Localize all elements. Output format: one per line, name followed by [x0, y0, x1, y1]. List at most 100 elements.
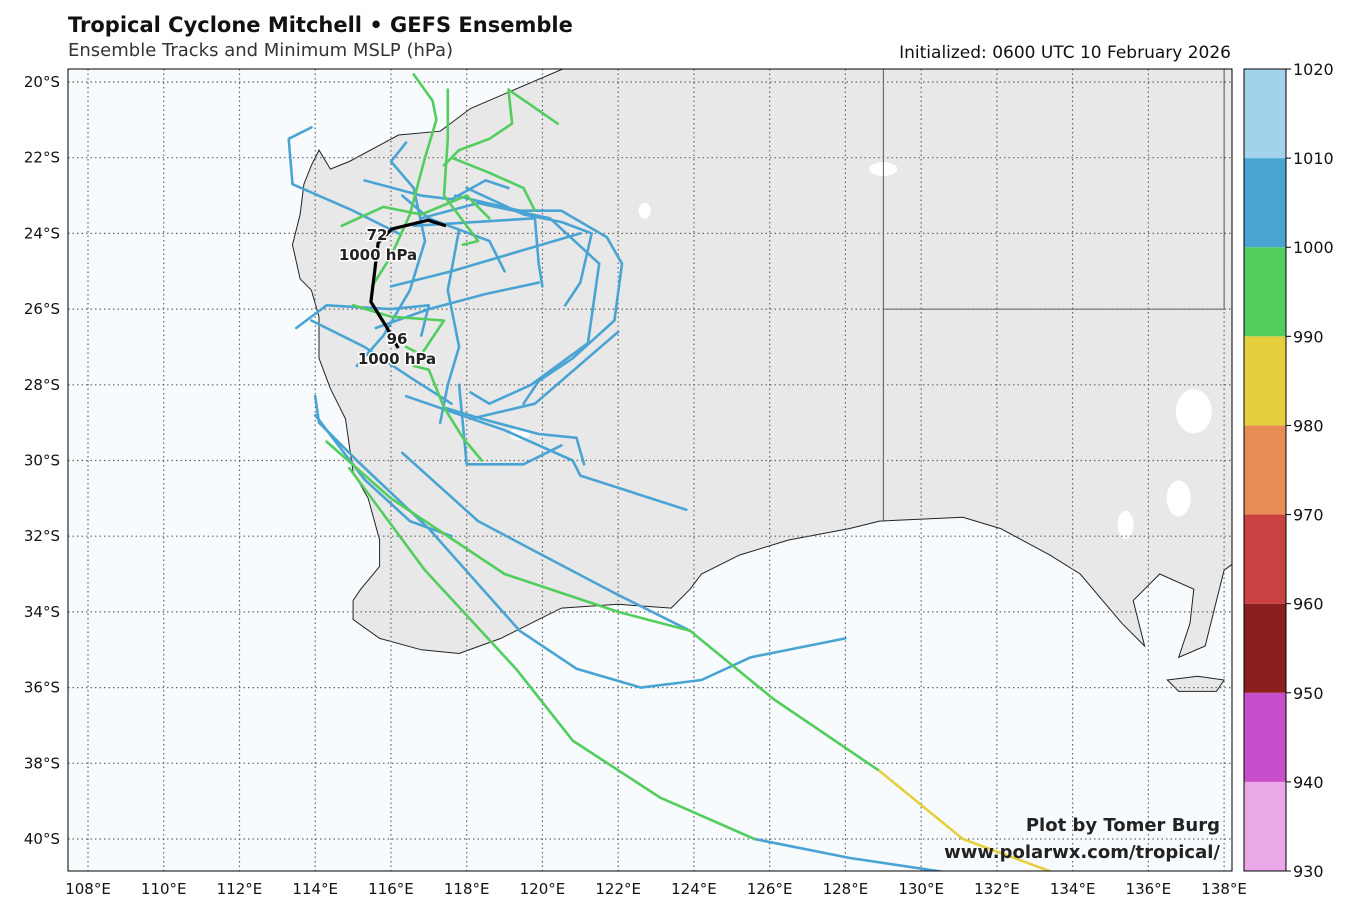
- lon-tick-label: 136°E: [1126, 880, 1172, 898]
- state-borders: [882, 69, 1225, 522]
- colorbar-tick-label: 940: [1293, 773, 1324, 792]
- lon-tick-label: 108°E: [65, 880, 111, 898]
- ensemble-member-track: [313, 394, 847, 689]
- colorbar-tick-label: 1020: [1293, 60, 1334, 79]
- credit-author: Plot by Tomer Burg: [1026, 815, 1220, 836]
- lon-tick-label: 112°E: [217, 880, 263, 898]
- ensemble-member-track: [878, 769, 1052, 871]
- lat-tick-label: 26°S: [24, 300, 60, 318]
- lon-tick-label: 110°E: [141, 880, 187, 898]
- init-time: Initialized: 0600 UTC 10 February 2026: [899, 43, 1231, 63]
- latitude-axis: 20°S 22°S 24°S 26°S 28°S 30°S 32°S 34°S 36°S 38°S…: [24, 73, 60, 848]
- colorbar-bin: [1244, 781, 1286, 871]
- colorbar-bin: [1244, 158, 1286, 248]
- lon-tick-label: 134°E: [1050, 880, 1096, 898]
- colorbar-bin: [1244, 336, 1286, 426]
- colorbar-tick-label: 1010: [1293, 149, 1334, 168]
- ensemble-member-track: [340, 194, 491, 228]
- lon-tick-label: 122°E: [595, 880, 641, 898]
- lat-tick-label: 40°S: [24, 830, 60, 848]
- colorbar-bin: [1244, 514, 1286, 604]
- ensemble-member-track: [347, 466, 756, 841]
- credit-url: www.polarwx.com/tropical/: [944, 842, 1220, 863]
- figure-subtitle: Ensemble Tracks and Minimum MSLP (hPa): [68, 40, 453, 61]
- mean-track-pressure-label: 1000 hPa: [339, 246, 417, 264]
- colorbar-bin: [1244, 603, 1286, 693]
- lon-tick-label: 116°E: [368, 880, 414, 898]
- colorbar-frame: [1243, 68, 1287, 872]
- lat-tick-label: 30°S: [24, 452, 60, 470]
- ensemble-member-track: [310, 319, 453, 406]
- map-frame: [67, 68, 1233, 872]
- lon-tick-label: 132°E: [974, 880, 1020, 898]
- lon-tick-label: 138°E: [1201, 880, 1247, 898]
- lat-tick-label: 24°S: [24, 224, 60, 242]
- ensemble-member-track: [753, 837, 947, 871]
- ensemble-member-track: [419, 201, 601, 406]
- colorbar-tick-label: 950: [1293, 684, 1324, 703]
- lakes: [509, 162, 1212, 539]
- ensemble-member-track: [287, 126, 400, 235]
- ensemble-member-track: [313, 413, 453, 538]
- colorbar-tick-label: 990: [1293, 327, 1324, 346]
- ensemble-member-track: [363, 179, 510, 201]
- ensemble-member-track: [442, 406, 586, 466]
- lat-tick-label: 22°S: [24, 149, 60, 167]
- colorbar-tick-label: 1000: [1293, 238, 1334, 257]
- colorbar-tick-label: 930: [1293, 862, 1324, 881]
- lon-tick-label: 124°E: [671, 880, 717, 898]
- mean-track-hour-label: 72: [367, 226, 388, 244]
- ensemble-member-track: [465, 186, 594, 307]
- colorbar-bin: [1244, 247, 1286, 337]
- lat-tick-label: 34°S: [24, 603, 60, 621]
- colorbar-bin: [1244, 425, 1286, 515]
- lat-tick-label: 36°S: [24, 679, 60, 697]
- colorbar-tick-label: 970: [1293, 506, 1324, 525]
- mslp-colorbar: [1244, 69, 1286, 871]
- lake: [1117, 510, 1134, 539]
- mean-track-hour-label: 96: [387, 330, 408, 348]
- mean-track-pressure-label: 1000 hPa: [358, 350, 436, 368]
- lon-tick-label: 118°E: [444, 880, 490, 898]
- ensemble-member-track: [370, 73, 438, 288]
- ensemble-member-track: [294, 303, 431, 337]
- ensemble-member-track: [389, 232, 582, 288]
- colorbar-ticks: 930 940 950 960 970 980 990 1000 1010 1020: [1286, 60, 1334, 881]
- ensemble-member-track: [404, 394, 688, 512]
- ensemble-member-track: [442, 88, 480, 247]
- lat-tick-label: 20°S: [24, 73, 60, 91]
- ensemble-member-track: [438, 228, 461, 425]
- ensemble-member-track: [469, 330, 620, 421]
- colorbar-tick-label: 960: [1293, 595, 1324, 614]
- figure-title: Tropical Cyclone Mitchell • GEFS Ensembl…: [68, 13, 573, 37]
- lon-tick-label: 126°E: [747, 880, 793, 898]
- ensemble-member-track: [442, 88, 559, 167]
- ensemble-tracks: [287, 73, 1052, 871]
- nt-sa-border: [883, 69, 1225, 310]
- colorbar-tick-label: 980: [1293, 416, 1324, 435]
- lon-tick-label: 128°E: [823, 880, 869, 898]
- colorbar-bin: [1244, 69, 1286, 159]
- lake: [638, 202, 651, 219]
- kangaroo-island: [1166, 675, 1225, 692]
- lon-tick-label: 114°E: [292, 880, 338, 898]
- lon-tick-label: 130°E: [898, 880, 944, 898]
- lat-tick-label: 38°S: [24, 754, 60, 772]
- lake: [1166, 480, 1191, 517]
- ensemble-member-track: [400, 451, 692, 633]
- ensemble-member-track: [325, 440, 881, 773]
- ensemble-member-track: [355, 141, 427, 368]
- longitude-axis: 108°E 110°E 112°E 114°E 116°E 118°E 120°E 122°E…: [65, 880, 1247, 898]
- ensemble-member-track: [450, 156, 537, 212]
- ensemble-member-track: [400, 194, 506, 273]
- ensemble-mean-track: [369, 218, 447, 349]
- map-area[interactable]: 72 1000 hPa 96 1000 hPa Plot by Tomer Bu…: [68, 63, 1239, 873]
- lat-tick-label: 28°S: [24, 376, 60, 394]
- ensemble-member-track: [457, 383, 563, 466]
- ensemble-member-track: [412, 364, 484, 462]
- lake: [1175, 389, 1212, 434]
- lon-tick-label: 120°E: [520, 880, 566, 898]
- colorbar-bin: [1244, 692, 1286, 782]
- lat-tick-label: 32°S: [24, 527, 60, 545]
